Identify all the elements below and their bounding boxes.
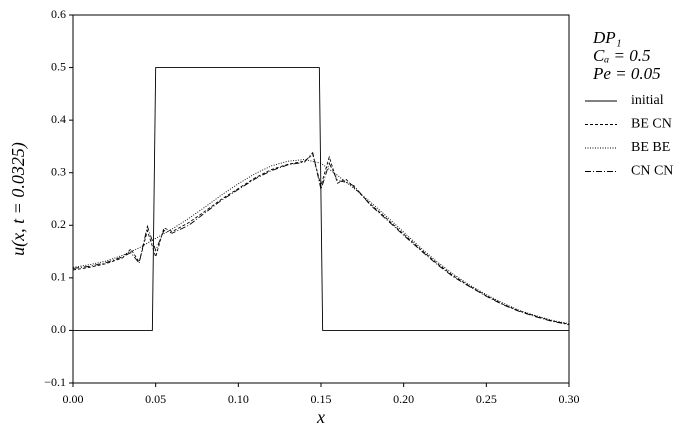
x-tick-label: 0.25 [476,392,497,406]
series-line [72,151,570,326]
x-tick-label: 0.05 [145,392,166,406]
legend-label: CN CN [631,164,673,179]
y-tick-label: 0.0 [51,322,66,336]
annotation: Cₐ = 0.5 [593,46,651,65]
series-line [72,159,570,325]
annotation: Pe = 0.05 [592,64,661,83]
x-axis-label: x [316,407,325,427]
x-tick-label: 0.20 [393,392,414,406]
y-tick-label: 0.1 [51,270,66,284]
series-line [73,67,569,331]
y-tick-label: 0.2 [51,217,66,231]
annotation: DP₁ [592,28,622,47]
y-tick-label: 0.6 [51,7,66,21]
y-axis-label: u(x, t = 0.0325) [8,142,29,256]
y-tick-label: −0.1 [44,375,66,389]
legend-label: initial [631,93,664,108]
x-tick-label: 0.00 [63,392,84,406]
legend-label: BE CN [631,117,672,132]
y-tick-label: 0.4 [51,112,66,126]
legend-label: BE BE [631,140,670,155]
x-tick-label: 0.30 [559,392,580,406]
y-tick-label: 0.5 [51,59,66,73]
y-tick-label: 0.3 [51,164,66,178]
x-tick-label: 0.15 [311,392,332,406]
x-tick-label: 0.10 [228,392,249,406]
